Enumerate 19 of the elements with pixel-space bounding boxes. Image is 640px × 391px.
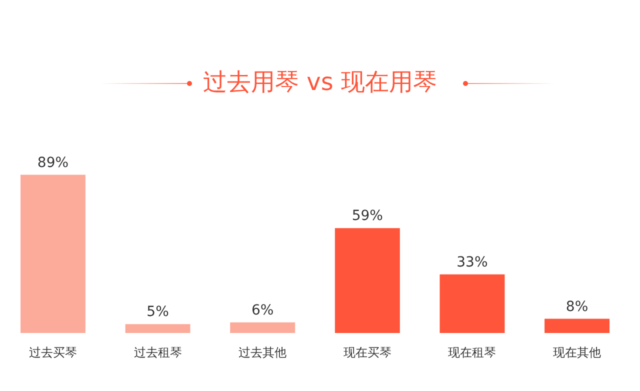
data-label: 33% <box>456 254 488 270</box>
data-label: 59% <box>352 208 383 224</box>
x-tick-label: 现在其他 <box>553 346 602 360</box>
data-label: 5% <box>146 304 169 320</box>
x-tick-label: 过去其他 <box>238 346 287 360</box>
x-tick-label: 过去租琴 <box>134 346 182 360</box>
data-label: 6% <box>251 302 274 318</box>
bar <box>230 322 296 333</box>
bar <box>20 174 86 333</box>
bar <box>440 274 505 333</box>
x-tick-label: 现在买琴 <box>343 346 392 360</box>
data-label: 8% <box>566 298 588 315</box>
x-tick-label: 现在租琴 <box>448 346 496 360</box>
bar <box>334 228 400 333</box>
chart-title: 过去用琴 vs 现在用琴 <box>202 67 438 98</box>
x-tick-label: 过去买琴 <box>28 346 77 360</box>
data-label: 89% <box>37 154 69 171</box>
bar <box>544 318 610 333</box>
bar <box>125 324 190 333</box>
